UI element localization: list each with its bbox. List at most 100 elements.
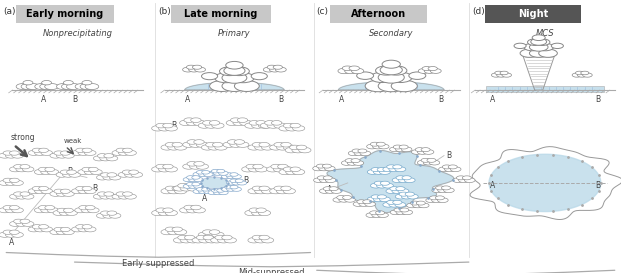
Circle shape — [266, 167, 279, 172]
Text: Mid-suppressed: Mid-suppressed — [238, 268, 305, 273]
Circle shape — [424, 160, 434, 165]
Circle shape — [290, 123, 301, 128]
Circle shape — [75, 84, 89, 90]
Circle shape — [158, 167, 171, 172]
Bar — [486, 86, 604, 92]
Circle shape — [351, 159, 360, 163]
Circle shape — [20, 192, 30, 196]
Circle shape — [211, 238, 223, 243]
Circle shape — [227, 174, 236, 179]
Circle shape — [235, 81, 260, 91]
Circle shape — [339, 197, 350, 202]
Circle shape — [45, 167, 55, 172]
Circle shape — [352, 149, 361, 153]
Circle shape — [404, 178, 415, 183]
Circle shape — [205, 123, 217, 128]
Circle shape — [28, 150, 40, 155]
Circle shape — [387, 165, 396, 169]
Circle shape — [152, 210, 164, 216]
FancyBboxPatch shape — [330, 5, 427, 23]
Circle shape — [261, 238, 274, 243]
Circle shape — [249, 121, 260, 125]
Circle shape — [354, 151, 365, 156]
Circle shape — [84, 150, 96, 155]
Text: A: A — [489, 95, 495, 104]
Circle shape — [163, 208, 173, 213]
Circle shape — [280, 167, 292, 172]
Circle shape — [259, 186, 270, 191]
Circle shape — [491, 73, 501, 77]
Circle shape — [201, 177, 228, 189]
Circle shape — [230, 179, 238, 183]
Circle shape — [119, 194, 130, 199]
Circle shape — [198, 172, 208, 177]
Circle shape — [82, 148, 92, 153]
Circle shape — [50, 230, 61, 235]
Circle shape — [387, 200, 396, 204]
Circle shape — [32, 148, 42, 153]
Circle shape — [57, 208, 67, 213]
Circle shape — [395, 167, 406, 172]
Text: B: B — [243, 176, 248, 185]
Circle shape — [156, 164, 166, 169]
Circle shape — [66, 170, 76, 174]
Circle shape — [39, 148, 48, 153]
Text: B: B — [595, 95, 601, 104]
Circle shape — [57, 84, 70, 90]
Circle shape — [212, 123, 224, 128]
Circle shape — [204, 172, 213, 177]
Circle shape — [576, 71, 584, 75]
Circle shape — [229, 67, 250, 76]
Circle shape — [230, 118, 241, 123]
Circle shape — [22, 221, 34, 226]
Circle shape — [178, 183, 188, 188]
Circle shape — [232, 73, 255, 83]
Circle shape — [220, 67, 240, 76]
Circle shape — [430, 196, 438, 200]
Circle shape — [183, 142, 195, 147]
Circle shape — [156, 123, 166, 128]
Circle shape — [53, 210, 65, 215]
Circle shape — [317, 164, 325, 168]
Circle shape — [208, 191, 217, 195]
Circle shape — [259, 235, 270, 240]
Circle shape — [212, 143, 223, 147]
Circle shape — [278, 164, 288, 169]
Circle shape — [226, 61, 243, 69]
Circle shape — [186, 207, 199, 213]
Circle shape — [202, 188, 210, 191]
Circle shape — [273, 167, 286, 172]
Circle shape — [286, 169, 298, 175]
Circle shape — [392, 200, 402, 204]
Circle shape — [196, 164, 209, 169]
Polygon shape — [489, 154, 601, 212]
Circle shape — [3, 230, 13, 235]
FancyBboxPatch shape — [171, 5, 271, 23]
Circle shape — [398, 178, 409, 183]
Circle shape — [376, 142, 385, 146]
Circle shape — [267, 65, 276, 69]
Circle shape — [175, 145, 187, 150]
Circle shape — [248, 145, 260, 150]
Circle shape — [378, 72, 404, 83]
Circle shape — [325, 189, 336, 193]
Text: B: B — [595, 181, 601, 190]
Circle shape — [12, 232, 24, 237]
Circle shape — [202, 171, 210, 174]
Circle shape — [165, 227, 176, 232]
Circle shape — [16, 221, 27, 226]
Circle shape — [165, 186, 176, 191]
Circle shape — [338, 68, 350, 74]
Circle shape — [260, 123, 273, 128]
Circle shape — [376, 66, 396, 75]
Circle shape — [267, 123, 279, 128]
Circle shape — [217, 238, 230, 243]
Circle shape — [333, 197, 343, 202]
Circle shape — [184, 205, 194, 210]
Circle shape — [34, 208, 46, 213]
Circle shape — [163, 164, 173, 169]
Circle shape — [256, 208, 266, 213]
Circle shape — [82, 167, 92, 172]
Circle shape — [40, 84, 53, 90]
Circle shape — [76, 225, 86, 229]
